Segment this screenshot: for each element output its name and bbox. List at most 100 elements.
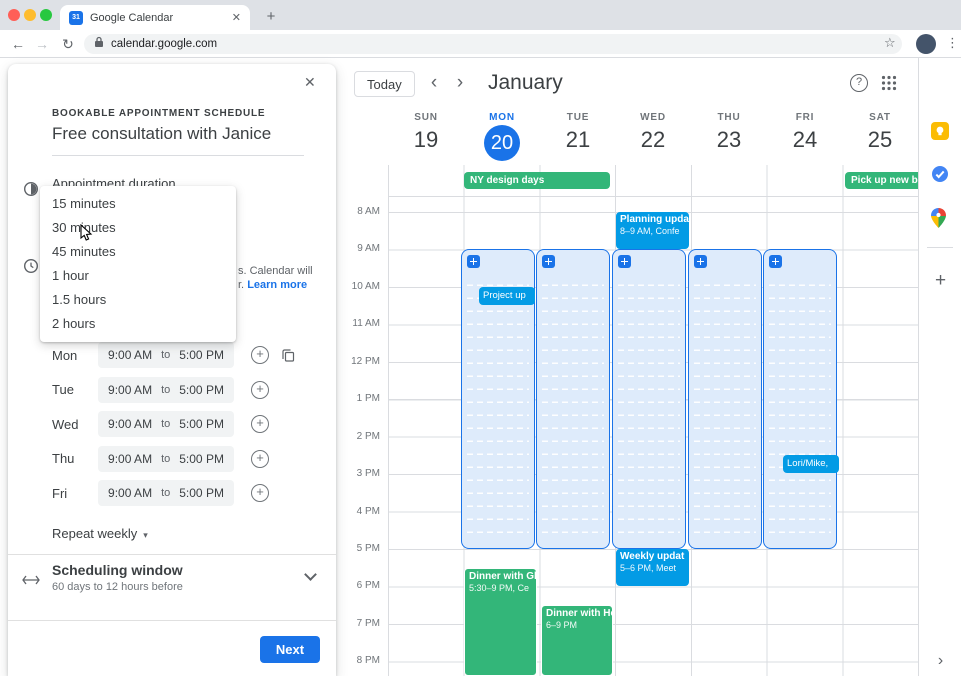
add-time-icon[interactable]: + — [251, 484, 269, 503]
mac-zoom-button[interactable] — [40, 9, 52, 21]
caret-down-icon: ▾ — [143, 530, 148, 540]
allday-event-ny-design-days[interactable]: NY design days — [464, 172, 610, 189]
cursor-icon — [80, 223, 93, 247]
duration-option-30[interactable]: 30 minutes — [52, 220, 116, 235]
close-panel-icon[interactable]: ✕ — [304, 74, 316, 90]
today-button[interactable]: Today — [354, 71, 415, 97]
calendar-grid: Planning upda 8–9 AM, Confe Project up L… — [388, 165, 918, 676]
next-week-icon[interactable]: › — [456, 72, 464, 93]
day-header-sat[interactable]: SAT 25 — [867, 112, 893, 152]
availability-row-wed: Wed 9:00 AM to 5:00 PM + — [8, 407, 336, 442]
time-range-field[interactable]: 9:00 AM to 5:00 PM — [98, 342, 234, 369]
expand-scheduling-icon[interactable] — [304, 568, 317, 581]
day-header-wed[interactable]: WED 22 — [640, 112, 666, 152]
availability-row-tue: Tue 9:00 AM to 5:00 PM + — [8, 373, 336, 408]
duration-option-2h[interactable]: 2 hours — [52, 316, 96, 331]
new-tab-button[interactable]: + — [266, 8, 276, 25]
add-time-icon[interactable]: + — [251, 380, 269, 399]
appointment-block-fri[interactable] — [763, 249, 837, 549]
copy-time-icon[interactable] — [281, 348, 295, 362]
add-time-icon[interactable]: + — [251, 449, 269, 468]
duration-option-15[interactable]: 15 minutes — [52, 196, 116, 211]
maps-icon[interactable] — [931, 208, 946, 233]
browser-profile-avatar[interactable] — [916, 34, 936, 54]
mac-close-button[interactable] — [8, 9, 20, 21]
calendar-favicon-icon: 31 — [69, 10, 83, 25]
divider — [8, 620, 336, 621]
browser-url-bar: ← → ↻ calendar.google.com ☆ ⋮ — [0, 30, 961, 58]
event-lori-mike[interactable]: Lori/Mike, — [783, 455, 839, 473]
side-rail-divider — [927, 247, 953, 248]
time-range-field[interactable]: 9:00 AM to 5:00 PM — [98, 376, 234, 403]
browser-tab[interactable]: 31 Google Calendar ✕ — [60, 5, 250, 30]
day-header-thu[interactable]: THU 23 — [716, 112, 742, 152]
add-time-icon[interactable]: + — [251, 415, 269, 434]
availability-row-thu: Thu 9:00 AM to 5:00 PM + — [8, 442, 336, 477]
time-range-field[interactable]: 9:00 AM to 5:00 PM — [98, 445, 234, 472]
duration-option-1-5h[interactable]: 1.5 hours — [52, 292, 107, 307]
browser-tab-bar: 31 Google Calendar ✕ + — [0, 0, 961, 30]
time-label: 11 AM — [352, 318, 380, 329]
time-label: 10 AM — [351, 281, 380, 292]
browser-menu-icon[interactable]: ⋮ — [946, 35, 959, 50]
time-range-field[interactable]: 9:00 AM to 5:00 PM — [98, 411, 234, 438]
appointment-schedule-panel: ✕ BOOKABLE APPOINTMENT SCHEDULE Free con… — [8, 64, 336, 676]
time-label: 7 PM — [356, 618, 380, 629]
back-icon[interactable]: ← — [11, 36, 25, 52]
availability-row-fri: Fri 9:00 AM to 5:00 PM + — [8, 476, 336, 511]
mac-minimize-button[interactable] — [24, 9, 36, 21]
duration-option-1h[interactable]: 1 hour — [52, 268, 89, 283]
repeat-weekly-select[interactable]: Repeat weekly ▾ — [52, 526, 148, 541]
next-button[interactable]: Next — [260, 636, 320, 663]
event-dinner-tue[interactable]: Dinner with He 6–9 PM — [541, 605, 613, 676]
month-title: January — [488, 71, 563, 94]
time-label: 8 AM — [357, 206, 380, 217]
appointment-block-mon[interactable] — [461, 249, 535, 549]
add-time-icon[interactable]: + — [251, 346, 269, 365]
appointment-block-thu[interactable] — [688, 249, 762, 549]
day-header-sun[interactable]: SUN 19 — [413, 112, 439, 152]
time-label: 6 PM — [356, 580, 380, 591]
event-weekly-update[interactable]: Weekly updat 5–6 PM, Meet — [616, 549, 689, 586]
tasks-icon[interactable] — [931, 165, 949, 188]
appointment-block-wed[interactable] — [612, 249, 686, 549]
keep-icon[interactable] — [931, 122, 949, 145]
slot-lines — [467, 273, 529, 544]
help-icon[interactable]: ? — [850, 74, 868, 92]
time-label: 8 PM — [356, 655, 380, 666]
tab-close-icon[interactable]: ✕ — [231, 12, 241, 24]
add-addon-icon[interactable]: + — [934, 270, 947, 291]
schedule-title-input[interactable]: Free consultation with Janice — [52, 124, 304, 156]
selected-day-badge: 20 — [484, 125, 520, 161]
event-project-update[interactable]: Project up — [479, 287, 535, 305]
time-range-field[interactable]: 9:00 AM to 5:00 PM — [98, 480, 234, 507]
appointment-grid-icon — [618, 255, 631, 268]
event-planning-update[interactable]: Planning upda 8–9 AM, Confe — [616, 212, 689, 249]
panel-eyebrow: BOOKABLE APPOINTMENT SCHEDULE — [52, 108, 266, 119]
allday-event-pick-up[interactable]: Pick up new bi — [845, 172, 918, 189]
bookmark-star-icon[interactable]: ☆ — [884, 35, 896, 50]
availability-row-mon: Mon 9:00 AM to 5:00 PM + — [8, 338, 336, 373]
learn-more-link[interactable]: Learn more — [247, 279, 308, 291]
appointment-grid-icon — [694, 255, 707, 268]
slot-lines — [694, 273, 756, 544]
address-bar[interactable]: calendar.google.com — [84, 34, 902, 54]
time-label: 5 PM — [356, 543, 380, 554]
day-header-tue[interactable]: TUE 21 — [565, 112, 591, 152]
slot-lines — [618, 273, 680, 544]
day-header-fri[interactable]: FRI 24 — [792, 112, 818, 152]
apps-grid-icon[interactable] — [881, 75, 897, 96]
forward-icon[interactable]: → — [35, 36, 49, 52]
appointment-block-tue[interactable] — [536, 249, 610, 549]
scheduling-window-icon — [22, 572, 40, 590]
reload-icon[interactable]: ↻ — [62, 36, 74, 52]
day-header-mon-selected[interactable]: MON 20 — [464, 112, 540, 164]
previous-week-icon[interactable]: ‹ — [430, 72, 438, 93]
expand-rail-icon[interactable]: › — [937, 652, 944, 669]
slot-lines — [542, 273, 604, 544]
divider — [8, 554, 336, 555]
duration-option-45[interactable]: 45 minutes — [52, 244, 116, 259]
appointment-grid-icon — [769, 255, 782, 268]
event-dinner-mon[interactable]: Dinner with Gl 5:30–9 PM, Ce — [464, 568, 537, 676]
